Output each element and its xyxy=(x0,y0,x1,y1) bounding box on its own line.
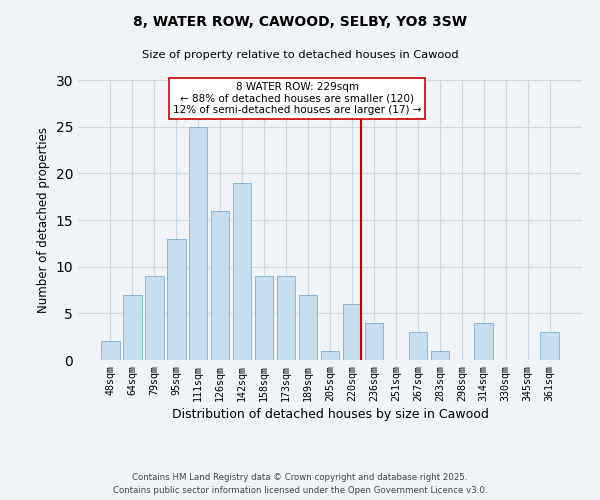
Bar xyxy=(189,126,208,360)
X-axis label: Distribution of detached houses by size in Cawood: Distribution of detached houses by size … xyxy=(172,408,488,421)
Bar xyxy=(255,276,274,360)
Bar xyxy=(123,294,142,360)
Bar xyxy=(431,350,449,360)
Bar xyxy=(101,342,119,360)
Bar xyxy=(277,276,295,360)
Bar xyxy=(233,182,251,360)
Bar xyxy=(299,294,317,360)
Bar xyxy=(343,304,361,360)
Bar xyxy=(541,332,559,360)
Bar xyxy=(167,238,185,360)
Bar xyxy=(211,210,229,360)
Bar xyxy=(320,350,340,360)
Bar xyxy=(365,322,383,360)
Text: 8, WATER ROW, CAWOOD, SELBY, YO8 3SW: 8, WATER ROW, CAWOOD, SELBY, YO8 3SW xyxy=(133,15,467,29)
Bar xyxy=(475,322,493,360)
Text: Contains public sector information licensed under the Open Government Licence v3: Contains public sector information licen… xyxy=(113,486,487,495)
Text: Size of property relative to detached houses in Cawood: Size of property relative to detached ho… xyxy=(142,50,458,60)
Text: Contains HM Land Registry data © Crown copyright and database right 2025.: Contains HM Land Registry data © Crown c… xyxy=(132,474,468,482)
Bar xyxy=(145,276,164,360)
Bar xyxy=(409,332,427,360)
Text: 8 WATER ROW: 229sqm
← 88% of detached houses are smaller (120)
12% of semi-detac: 8 WATER ROW: 229sqm ← 88% of detached ho… xyxy=(173,82,421,115)
Y-axis label: Number of detached properties: Number of detached properties xyxy=(37,127,50,313)
